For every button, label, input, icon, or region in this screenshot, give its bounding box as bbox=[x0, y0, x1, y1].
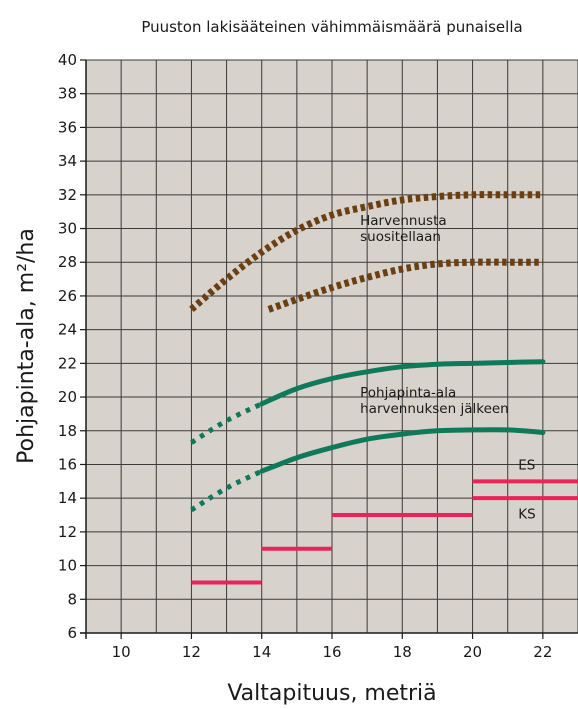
x-tick-label: 20 bbox=[463, 643, 482, 661]
x-tick-label: 16 bbox=[322, 643, 341, 661]
tick-labels: 6 8 10 12 14 16 18 20 22 24 26 28 30 32 34 36 38 40 10 12 14… bbox=[58, 51, 552, 661]
annotation-label: Pohjapinta-ala harvennuksen jälkeen bbox=[360, 385, 509, 417]
x-tick-label: 22 bbox=[533, 643, 552, 661]
y-tick-label: 40 bbox=[58, 51, 77, 69]
y-tick-label: 8 bbox=[67, 590, 77, 608]
y-tick-label: 12 bbox=[58, 523, 77, 541]
y-tick-label: 34 bbox=[58, 152, 77, 170]
y-tick-label: 28 bbox=[58, 253, 77, 271]
y-tick-label: 32 bbox=[58, 186, 77, 204]
y-tick-label: 38 bbox=[58, 85, 77, 103]
y-tick-label: 24 bbox=[58, 321, 77, 339]
thinning_recommended-line bbox=[189, 191, 543, 313]
y-tick-label: 26 bbox=[58, 287, 77, 305]
y-tick-label: 14 bbox=[58, 489, 77, 507]
chart-title: Puuston lakisääteinen vähimmäismäärä pun… bbox=[141, 18, 522, 36]
x-tick-label: 18 bbox=[393, 643, 412, 661]
y-tick-label: 30 bbox=[58, 220, 77, 238]
y-tick-label: 18 bbox=[58, 422, 77, 440]
after_thinning-line bbox=[259, 427, 546, 474]
series bbox=[189, 191, 578, 585]
y-tick-label: 20 bbox=[58, 388, 77, 406]
x-axis-title: Valtapituus, metriä bbox=[227, 681, 436, 706]
after_thinning-line bbox=[259, 359, 546, 407]
y-tick-label: 6 bbox=[67, 624, 77, 642]
y-axis-title: Pohjapinta-ala, m²/ha bbox=[14, 228, 39, 464]
thinning_recommended-line bbox=[267, 258, 543, 313]
annotation-label: Harvennusta suositellaan bbox=[360, 213, 447, 245]
annotations: Harvennusta suositellaan Pohjapinta-ala har… bbox=[360, 213, 536, 522]
y-tick-label: 16 bbox=[58, 455, 77, 473]
y-tick-label: 10 bbox=[58, 557, 77, 575]
x-tick-label: 10 bbox=[112, 643, 131, 661]
x-tick-label: 12 bbox=[182, 643, 201, 661]
x-tick-label: 14 bbox=[252, 643, 271, 661]
y-tick-label: 22 bbox=[58, 354, 77, 372]
annotation-label: KS bbox=[518, 506, 535, 522]
annotation-label: ES bbox=[518, 458, 535, 474]
y-tick-label: 36 bbox=[58, 118, 77, 136]
